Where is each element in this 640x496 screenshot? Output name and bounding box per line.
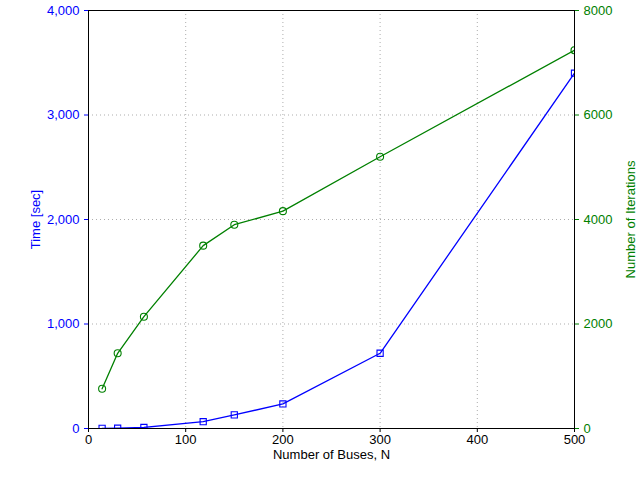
svg-text:Number of Iterations: Number of Iterations	[623, 160, 638, 278]
svg-text:8000: 8000	[584, 3, 613, 18]
svg-text:4,000: 4,000	[47, 3, 80, 18]
svg-text:2,000: 2,000	[47, 212, 80, 227]
svg-text:6000: 6000	[584, 107, 613, 122]
svg-text:300: 300	[369, 432, 391, 447]
svg-text:400: 400	[466, 432, 488, 447]
svg-text:100: 100	[175, 432, 197, 447]
svg-text:500: 500	[564, 432, 586, 447]
svg-text:Number of Buses, N: Number of Buses, N	[273, 447, 390, 462]
svg-text:0: 0	[85, 432, 92, 447]
svg-text:0: 0	[72, 421, 79, 436]
svg-text:200: 200	[272, 432, 294, 447]
svg-text:0: 0	[584, 421, 591, 436]
svg-text:Time [sec]: Time [sec]	[28, 190, 43, 249]
svg-text:4000: 4000	[584, 212, 613, 227]
svg-text:3,000: 3,000	[47, 107, 80, 122]
svg-text:1,000: 1,000	[47, 316, 80, 331]
svg-text:2000: 2000	[584, 316, 613, 331]
